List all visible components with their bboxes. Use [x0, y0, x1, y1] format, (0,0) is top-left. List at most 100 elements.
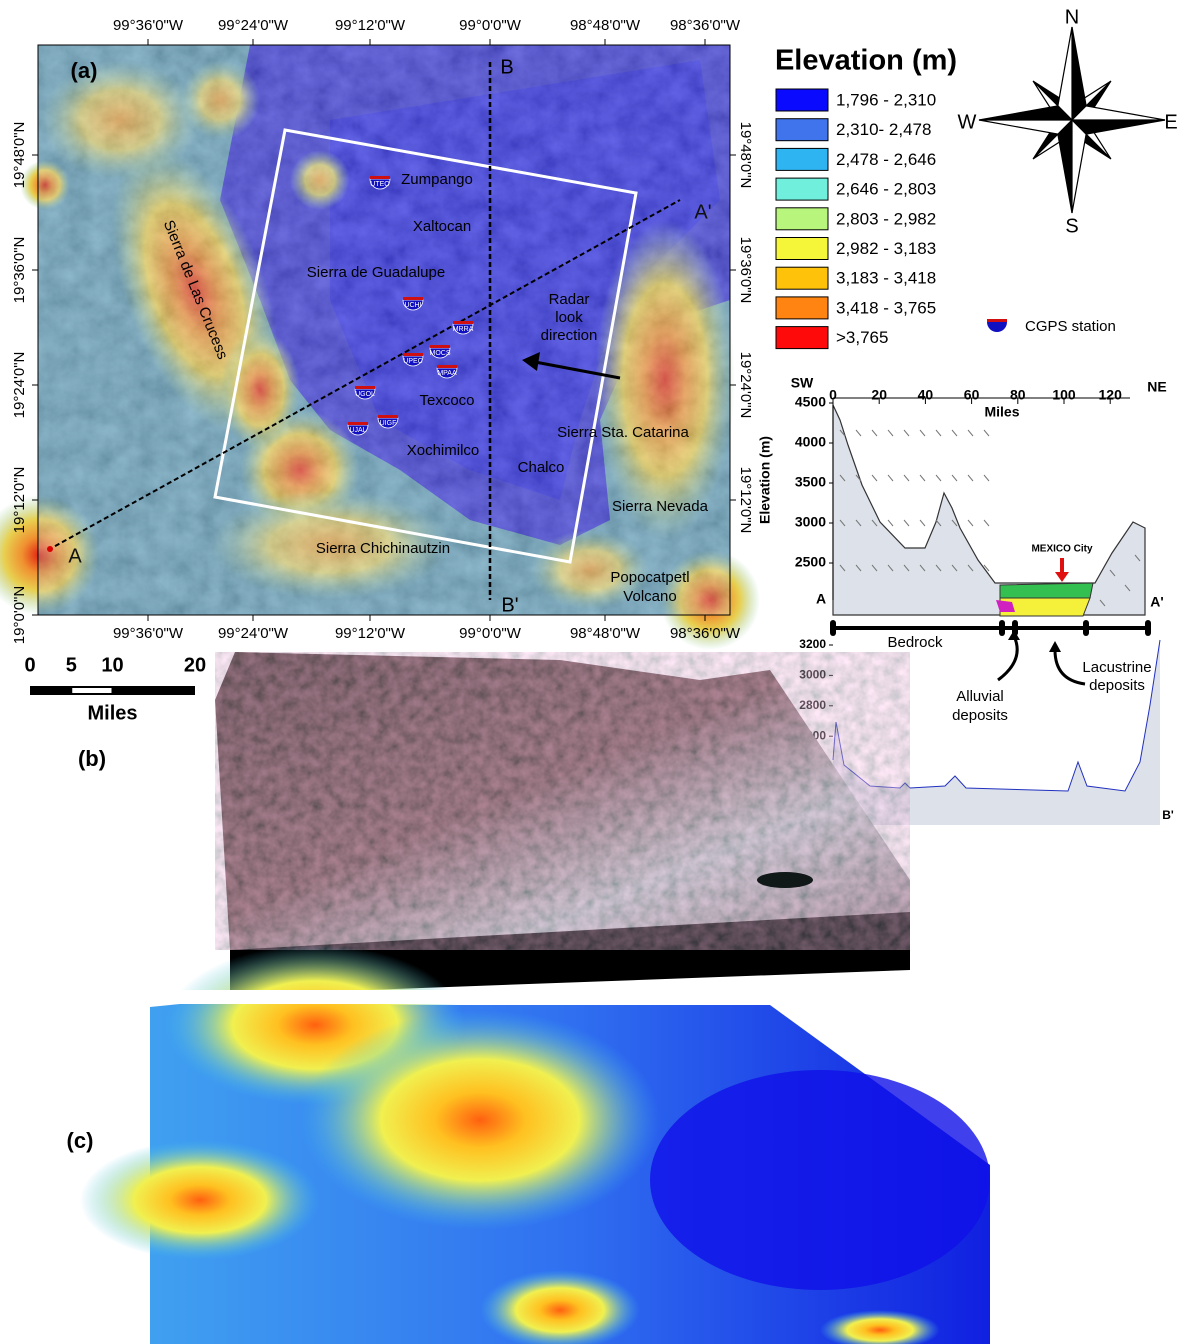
- legend-label: 2,310- 2,478: [836, 120, 931, 139]
- section-end-label: A: [68, 545, 82, 567]
- legend-station-label: CGPS station: [1025, 318, 1116, 335]
- legend-swatch: [776, 267, 828, 289]
- lat-tick-label: 19°36'0"N: [737, 237, 754, 304]
- unit-label: Bedrock: [887, 634, 943, 651]
- unit-bar-tick: [1083, 620, 1089, 636]
- x-tick-label: 60: [964, 387, 980, 403]
- legend-swatch: [776, 208, 828, 230]
- dem-peak: [300, 1010, 660, 1230]
- city-label: MEXICO City: [1031, 544, 1093, 555]
- compass-label: S: [1065, 215, 1078, 237]
- perspective-texture: [215, 652, 910, 950]
- legend-swatch: [776, 238, 828, 260]
- legend-label: 2,803 - 2,982: [836, 209, 936, 228]
- profile-end-label: NE: [1147, 379, 1166, 395]
- scale-bar-white: [72, 688, 111, 693]
- lon-tick-label: 99°12'0"W: [335, 625, 406, 642]
- legend-label: 3,418 - 3,765: [836, 298, 936, 317]
- cgps-icon-top: [403, 353, 423, 356]
- terrain-aa: [833, 405, 1145, 615]
- compass-ray: [1072, 106, 1165, 120]
- section-end-label: A: [816, 591, 826, 607]
- unit-label: Lacustrine: [1082, 659, 1151, 676]
- place-label: Sierra Chichinautzin: [316, 540, 450, 557]
- scale-tick-label: 5: [66, 654, 77, 676]
- station-label: UJAL: [349, 427, 366, 434]
- place-label: Chalco: [518, 459, 565, 476]
- x-tick-label: 40: [918, 387, 934, 403]
- place-label: Sierra Sta. Catarina: [557, 424, 689, 441]
- compass-ray: [1072, 27, 1086, 120]
- y-tick-label: 3000: [799, 668, 826, 682]
- unit-label: Alluvial: [956, 688, 1004, 705]
- compass-ray: [979, 120, 1072, 134]
- profile-end-label: SW: [791, 375, 814, 391]
- legend-swatch: [776, 148, 828, 170]
- legend-label: 2,646 - 2,803: [836, 180, 936, 199]
- x-tick-label: 120: [1099, 387, 1123, 403]
- lake: [757, 872, 813, 888]
- radar-label: Radar: [549, 291, 590, 308]
- compass-ray: [1058, 120, 1072, 213]
- place-label: Volcano: [623, 588, 676, 605]
- place-label: Xaltocan: [413, 218, 471, 235]
- y-tick-label: 3000: [795, 514, 826, 530]
- dem-clip-top: [150, 990, 990, 1004]
- lon-tick-label: 98°48'0"W: [570, 625, 641, 642]
- scale-tick-label: 20: [184, 654, 206, 676]
- radar-label: direction: [541, 327, 598, 344]
- unit-label: deposits: [952, 707, 1008, 724]
- y-axis-label: Elevation (m): [757, 436, 773, 524]
- cgps-legend-icon: [987, 322, 1007, 332]
- radar-label: look: [555, 309, 583, 326]
- place-label: Sierra Nevada: [612, 498, 709, 515]
- cgps-icon-top: [348, 422, 368, 425]
- cgps-icon-top: [453, 321, 473, 324]
- station-label: MRRA: [453, 326, 474, 333]
- callout-arrow: [998, 636, 1017, 680]
- legend-label: 2,478 - 2,646: [836, 150, 936, 169]
- y-tick-label: 2500: [795, 554, 826, 570]
- x-tick-label: 20: [871, 387, 887, 403]
- station-label: UTEO: [370, 181, 390, 188]
- compass-ray: [1072, 120, 1165, 134]
- legend-swatch: [776, 89, 828, 111]
- legend-swatch: [776, 178, 828, 200]
- section-end-label: B': [501, 594, 518, 616]
- place-label: Texcoco: [419, 392, 474, 409]
- legend-title: Elevation (m): [775, 45, 957, 77]
- section-end-label: B: [500, 56, 513, 78]
- place-label: Sierra de Guadalupe: [307, 264, 445, 281]
- cgps-icon-top: [437, 365, 457, 368]
- station-label: MPAA: [437, 370, 457, 377]
- legend-label: 2,982 - 3,183: [836, 239, 936, 258]
- figure: 99°36'0"W99°36'0"W99°24'0"W99°24'0"W99°1…: [0, 0, 1178, 1344]
- compass-ray: [979, 106, 1072, 120]
- place-label: Zumpango: [401, 171, 473, 188]
- legend-swatch: [776, 327, 828, 349]
- y-tick-label: 4000: [795, 434, 826, 450]
- cgps-icon-top: [403, 297, 423, 300]
- lon-tick-label: 99°24'0"W: [218, 17, 289, 34]
- compass-label: E: [1164, 111, 1177, 133]
- lon-tick-label: 98°48'0"W: [570, 17, 641, 34]
- cgps-icon-top: [370, 176, 390, 179]
- lon-tick-label: 99°36'0"W: [113, 625, 184, 642]
- scale-unit: Miles: [87, 702, 137, 724]
- y-tick-label: 4500: [795, 394, 826, 410]
- legend-swatch: [776, 119, 828, 141]
- panel-label: (c): [67, 1128, 94, 1153]
- station-label: MOCS: [430, 350, 451, 357]
- callout-arrow-head: [1049, 641, 1061, 652]
- cgps-icon-top: [355, 386, 375, 389]
- lon-tick-label: 99°24'0"W: [218, 625, 289, 642]
- lon-tick-label: 99°12'0"W: [335, 17, 406, 34]
- x-tick-label: 80: [1010, 387, 1026, 403]
- cgps-icon-top: [430, 345, 450, 348]
- lat-tick-label: 19°12'0"N: [11, 467, 28, 534]
- compass-label: N: [1065, 6, 1079, 28]
- lat-tick-label: 19°24'0"N: [737, 352, 754, 419]
- callout-arrow-head: [1008, 630, 1020, 640]
- scale-tick-label: 0: [24, 654, 35, 676]
- dem-lowland: [650, 1070, 990, 1290]
